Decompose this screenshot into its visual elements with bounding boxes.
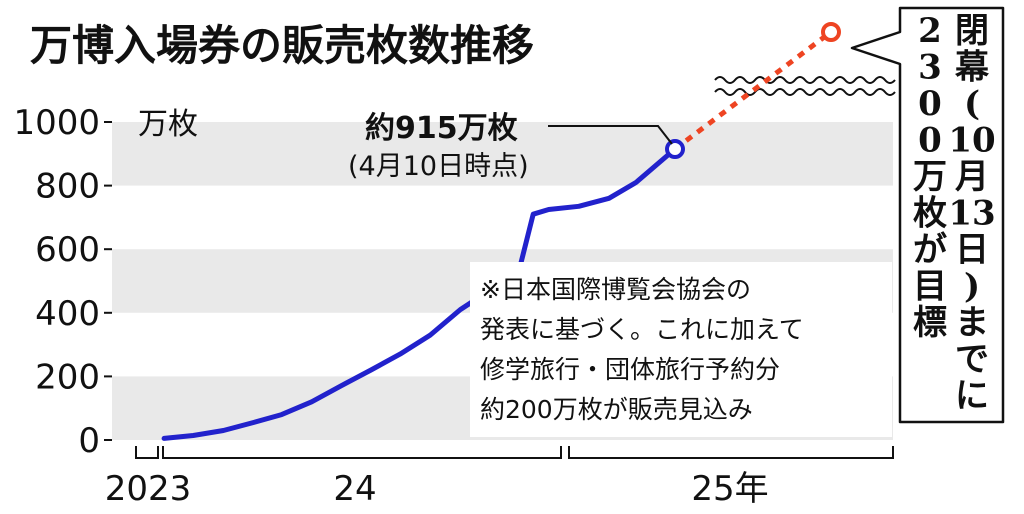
grid-band: [112, 122, 893, 186]
target-char: 幕: [954, 48, 990, 88]
current-value-leader: [548, 125, 673, 145]
x-axis-period: [135, 446, 159, 459]
target-char: 枚: [913, 194, 947, 234]
y-tick-label: 800: [35, 167, 100, 207]
note-line: 約200万枚が販売見込み: [480, 395, 753, 424]
x-axis-period: [162, 446, 562, 459]
y-tick-label: 400: [35, 294, 100, 334]
target-char: 13: [948, 194, 995, 234]
y-tick-label: 200: [35, 357, 100, 397]
target-char: 3: [918, 48, 942, 88]
target-char: に: [955, 376, 989, 416]
target-char: 目: [913, 267, 947, 307]
target-char: ): [964, 267, 980, 307]
markers: [665, 22, 841, 160]
x-tick-label: 2023: [105, 469, 192, 509]
axis-break: [714, 76, 896, 96]
axis-break-line: [714, 88, 896, 96]
series-lines: [161, 30, 833, 441]
x-axis: 2023 24 25年: [105, 446, 894, 509]
current-date-label: (4月10日時点): [348, 151, 529, 182]
target-char: 標: [913, 303, 947, 343]
note-line: ※日本国際博覧会協会の: [480, 275, 751, 304]
target-char: 0: [918, 121, 942, 161]
x-tick-label: 24: [333, 469, 376, 509]
target-char: ま: [955, 303, 989, 343]
x-axis-period: [568, 446, 894, 459]
note-line: 修学旅行・団体旅行予約分: [480, 355, 780, 384]
target-char: で: [955, 340, 989, 380]
target-char: が: [913, 230, 947, 270]
y-tick-label: 600: [35, 230, 100, 270]
note-line: 発表に基づく。これに加えて: [480, 315, 804, 344]
series-line-projection: [673, 30, 833, 152]
series-line-sales: [161, 146, 678, 441]
y-tick-label: 1000: [13, 103, 100, 143]
target-char: 閉: [955, 11, 989, 51]
y-axis-ticks: 0 200 400 600 800 1000: [13, 103, 112, 461]
target-char: 2: [918, 11, 942, 51]
y-axis-unit: 万枚: [138, 107, 198, 142]
x-tick-label: 25年: [691, 469, 768, 509]
axis-break-line: [714, 76, 896, 84]
current-point-marker: [665, 139, 685, 160]
target-point-marker: [821, 22, 841, 42]
note-box: ※日本国際博覧会協会の 発表に基づく。これに加えて 修学旅行・団体旅行予約分 約…: [470, 262, 892, 437]
y-tick-label: 0: [78, 421, 100, 461]
chart-title: 万博入場券の販売枚数推移: [30, 21, 534, 70]
target-char: 月: [955, 157, 989, 197]
target-char: 万: [913, 157, 947, 197]
target-char: 日: [955, 230, 989, 270]
target-char: 10: [948, 121, 995, 161]
current-value-label: 約915万枚: [365, 111, 518, 146]
target-char: 0: [918, 84, 942, 124]
target-char: (: [964, 84, 980, 124]
